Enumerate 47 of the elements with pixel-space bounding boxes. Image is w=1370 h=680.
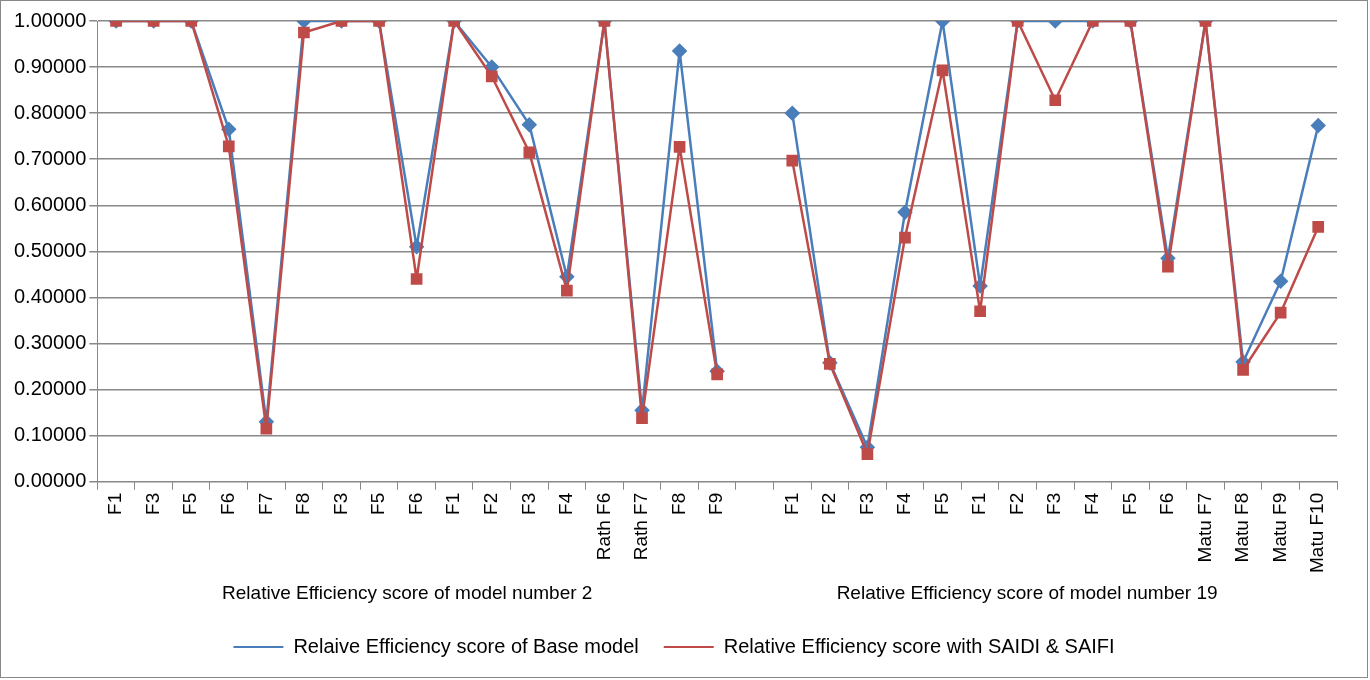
x-tick-label: F2 [1005,492,1027,515]
x-tick-label: F2 [818,492,840,515]
x-tick-label: F4 [893,492,915,515]
text: Relative Efficiency score of model number 2 [222,582,593,604]
y-tick-label: 0.60000 [14,192,87,215]
x-tick-label: F5 [179,492,201,515]
x-tick-label: Rath F7 [630,492,652,561]
x-tick-label: F5 [930,492,952,515]
x-tick-label: F8 [667,492,689,515]
x-tick-label: F9 [705,492,727,515]
x-tick-label: F6 [404,492,426,515]
x-tick-label: F5 [1118,492,1140,515]
x-tick-label: F1 [442,492,464,515]
x-tick-label: F1 [104,492,126,515]
y-tick-label: 0.40000 [14,284,87,307]
x-tick-label: F3 [141,492,163,515]
y-tick-label: 0.20000 [14,377,87,400]
x-tick-label: F8 [292,492,314,515]
y-tick-label: 0.30000 [14,331,87,354]
x-tick-label: Rath F6 [592,492,614,561]
x-tick-label: Matu F9 [1268,492,1290,563]
x-tick-label: F4 [1081,492,1103,515]
x-tick-label: F7 [254,492,276,515]
legend-label: Relaive Efficiency score of Base model [293,634,639,657]
x-tick-label: F3 [329,492,351,515]
x-tick-label: F1 [780,492,802,515]
y-tick-label: 0.50000 [14,238,87,261]
y-tick-label: 0.00000 [14,469,87,492]
y-tick-label: 1.00000 [14,8,87,31]
x-tick-label: F4 [555,492,577,515]
legend-label: Relative Efficiency score with SAIDI & SAIFI [723,634,1115,657]
y-tick-label: 0.80000 [14,100,87,123]
y-tick-label: 0.10000 [14,423,87,446]
x-tick-label: F3 [855,492,877,515]
x-tick-label: F2 [479,492,501,515]
y-tick-label: 0.90000 [14,54,87,77]
x-tick-label: F6 [1156,492,1178,515]
x-tick-label: F1 [968,492,990,515]
x-tick-label: F3 [517,492,539,515]
y-tick-label: 0.70000 [14,146,87,169]
x-tick-label: F6 [217,492,239,515]
x-tick-label: Matu F7 [1193,492,1215,563]
x-tick-label: Matu F8 [1231,492,1253,563]
x-tick-label: Matu F10 [1306,492,1328,574]
x-tick-label: F5 [367,492,389,515]
x-tick-label: F3 [1043,492,1065,515]
text: Relative Efficiency score of model number 19 [836,582,1218,604]
